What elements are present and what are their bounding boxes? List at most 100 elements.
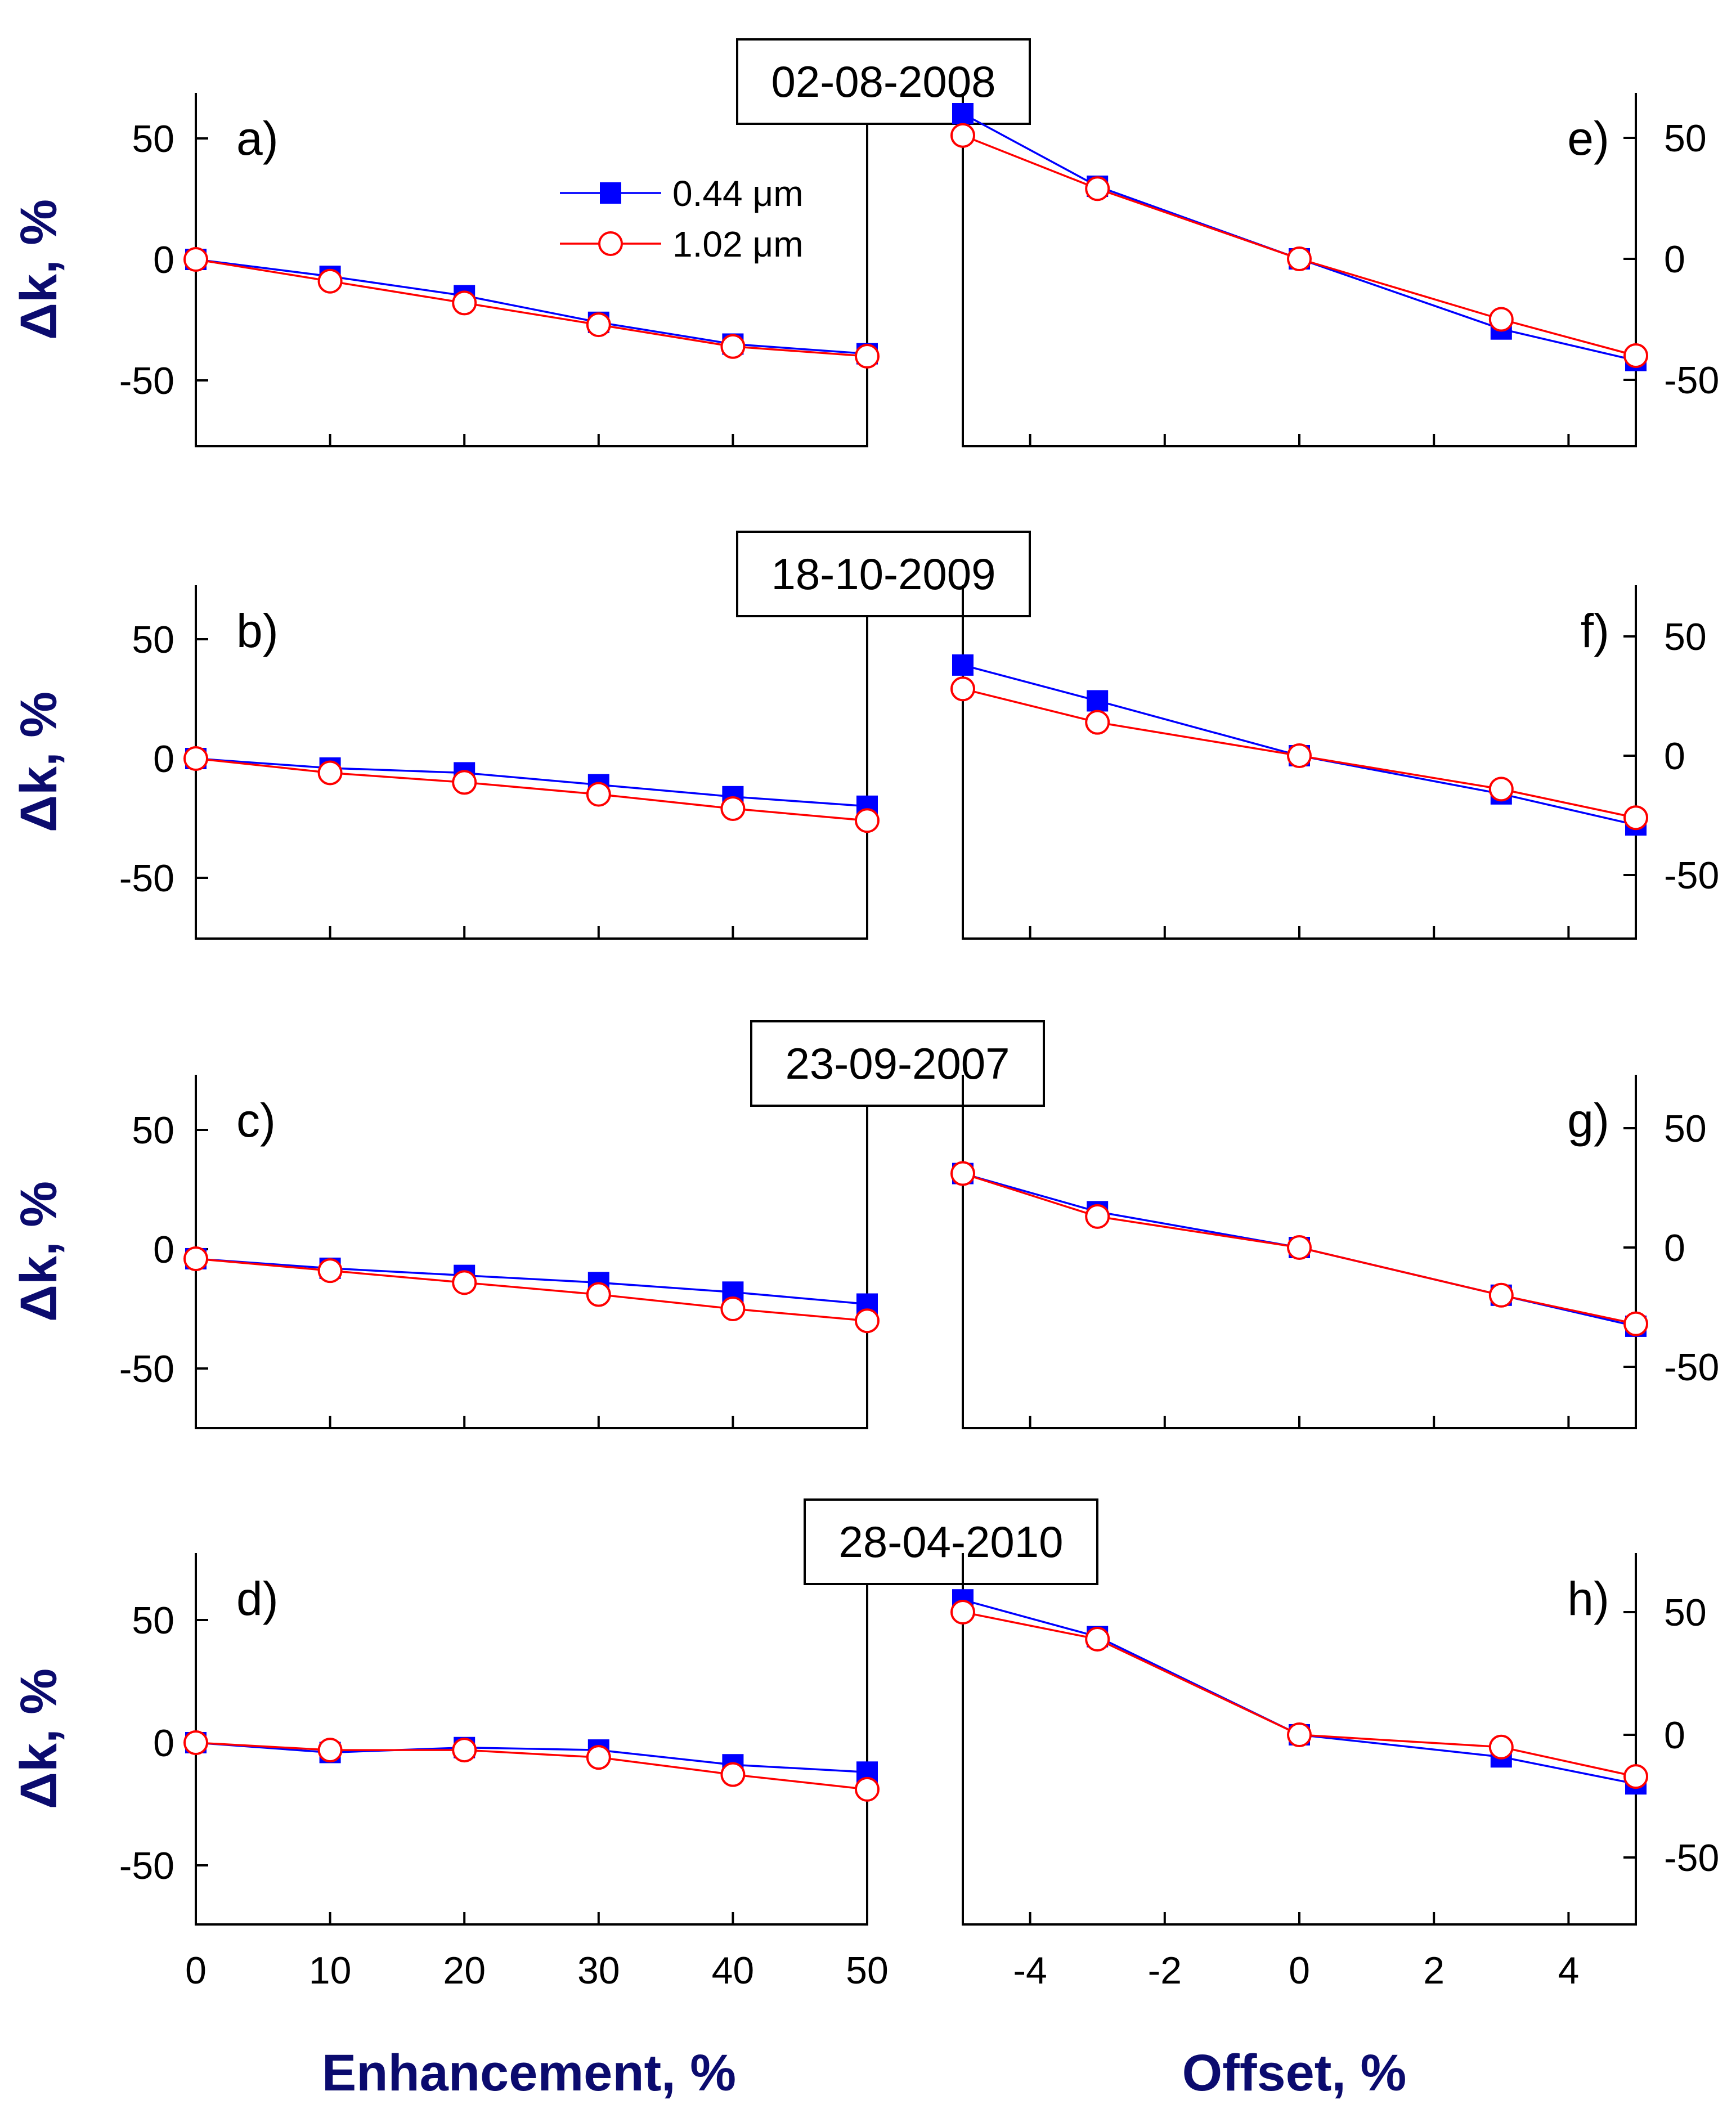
y-tick-label: 50 — [132, 1109, 174, 1152]
data-point — [317, 760, 343, 786]
axes-frame — [195, 1075, 868, 1429]
panel-label: h) — [1567, 1572, 1609, 1625]
data-point — [1085, 710, 1110, 735]
y-tick-label: -50 — [119, 1845, 174, 1887]
series-line — [195, 757, 868, 807]
series-102um — [950, 1161, 1648, 1336]
data-point — [1488, 777, 1514, 802]
legend: 0.44 μm 1.02 μm — [560, 173, 804, 264]
data-point — [183, 247, 208, 272]
y-tick-label: -50 — [119, 360, 174, 402]
series-102um — [183, 1730, 880, 1802]
panel-label: g) — [1567, 1094, 1609, 1147]
y-tick-label: 0 — [153, 738, 174, 780]
series-102um — [950, 1600, 1648, 1789]
data-point — [1623, 1311, 1648, 1336]
data-point — [1623, 1764, 1648, 1789]
data-point — [183, 746, 208, 771]
legend-entry: 0.44 μm — [560, 173, 804, 214]
x-axis-title-offset: Offset, % — [1182, 2044, 1407, 2102]
data-point — [1085, 176, 1110, 201]
y-tick-label: -50 — [119, 1348, 174, 1390]
data-point — [1488, 307, 1514, 332]
y-tick-label: -50 — [1664, 1346, 1719, 1389]
legend-entry: 1.02 μm — [560, 224, 804, 264]
date-label: 18-10-2009 — [771, 549, 996, 599]
y-axis-title: Δk, % — [10, 1181, 68, 1322]
data-point — [1488, 1282, 1514, 1308]
y-tick-label: 50 — [1664, 616, 1707, 658]
series-044um — [952, 1589, 1647, 1795]
data-point — [452, 1738, 477, 1763]
axes-frame — [195, 585, 868, 940]
series-044um — [185, 249, 878, 365]
x-tick-label: 0 — [1289, 1949, 1310, 1992]
series-102um — [183, 1246, 880, 1334]
x-tick-label: 10 — [309, 1949, 352, 1992]
y-tick-label: 0 — [153, 239, 174, 281]
series-line — [195, 1258, 868, 1305]
data-point — [452, 1270, 477, 1295]
y-tick-label: 50 — [1664, 1591, 1707, 1634]
panels: -50 0 50 Δk, % a) 02-08-2008 -50 0 50 Δk, % b) 18-1… — [10, 38, 1719, 1992]
legend-label: 1.02 μm — [672, 224, 804, 264]
legend-marker — [598, 231, 623, 256]
date-box — [750, 1020, 1045, 1107]
series-line — [195, 1742, 868, 1791]
data-point — [950, 1600, 975, 1625]
data-point — [720, 1296, 746, 1321]
series-102um — [183, 247, 880, 369]
y-tick-label: 0 — [153, 1228, 174, 1271]
data-point — [183, 1246, 208, 1271]
data-point — [1085, 1626, 1110, 1652]
panel-f: -50 0 50 f) — [950, 585, 1719, 940]
y-axis-title: Δk, % — [10, 199, 68, 340]
date-label: 28-04-2010 — [839, 1517, 1064, 1567]
date-label: 23-09-2007 — [786, 1039, 1010, 1088]
y-tick-label: 50 — [132, 1599, 174, 1642]
x-tick-label: -4 — [1013, 1949, 1047, 1992]
data-point — [1623, 343, 1648, 368]
y-tick-label: 0 — [1664, 1227, 1685, 1269]
data-point — [952, 103, 974, 124]
data-point — [855, 808, 880, 833]
legend-label: 0.44 μm — [672, 173, 804, 214]
panel-b: -50 0 50 Δk, % b) 18-10-2009 — [10, 531, 1031, 940]
data-point — [1287, 1235, 1312, 1260]
panel-h: -50 0 50 -4 -2 0 2 4 h) — [950, 1553, 1719, 1992]
y-tick-label: 0 — [1664, 735, 1685, 778]
data-point — [586, 782, 611, 807]
data-point — [586, 312, 611, 338]
x-tick-label: 50 — [846, 1949, 889, 1992]
y-axis-title: Δk, % — [10, 1668, 68, 1809]
data-point — [720, 796, 746, 822]
data-point — [586, 1745, 611, 1770]
data-point — [317, 268, 343, 294]
x-tick-label: 40 — [712, 1949, 755, 1992]
panel-g: -50 0 50 g) — [950, 1075, 1719, 1429]
series-line — [962, 1611, 1636, 1778]
data-point — [950, 123, 975, 148]
axes-frame — [195, 93, 868, 447]
y-tick-label: -50 — [1664, 1837, 1719, 1879]
y-tick-label: 0 — [153, 1722, 174, 1765]
series-044um — [185, 1248, 878, 1315]
data-point — [855, 1308, 880, 1334]
date-box — [804, 1498, 1098, 1585]
data-point — [952, 654, 974, 676]
series-line — [195, 1742, 868, 1774]
series-line — [195, 258, 868, 357]
panel-label: b) — [236, 604, 279, 657]
panel-label: e) — [1567, 112, 1609, 165]
data-point — [1623, 805, 1648, 831]
y-tick-label: -50 — [119, 857, 174, 900]
series-102um — [183, 746, 880, 833]
panel-e: -50 0 50 e) — [950, 93, 1719, 447]
panel-label: d) — [236, 1572, 279, 1625]
series-line — [962, 1599, 1636, 1785]
panel-label: a) — [236, 112, 279, 165]
data-point — [1085, 1204, 1110, 1229]
data-point — [1087, 690, 1109, 712]
x-tick-label: -2 — [1148, 1949, 1182, 1992]
